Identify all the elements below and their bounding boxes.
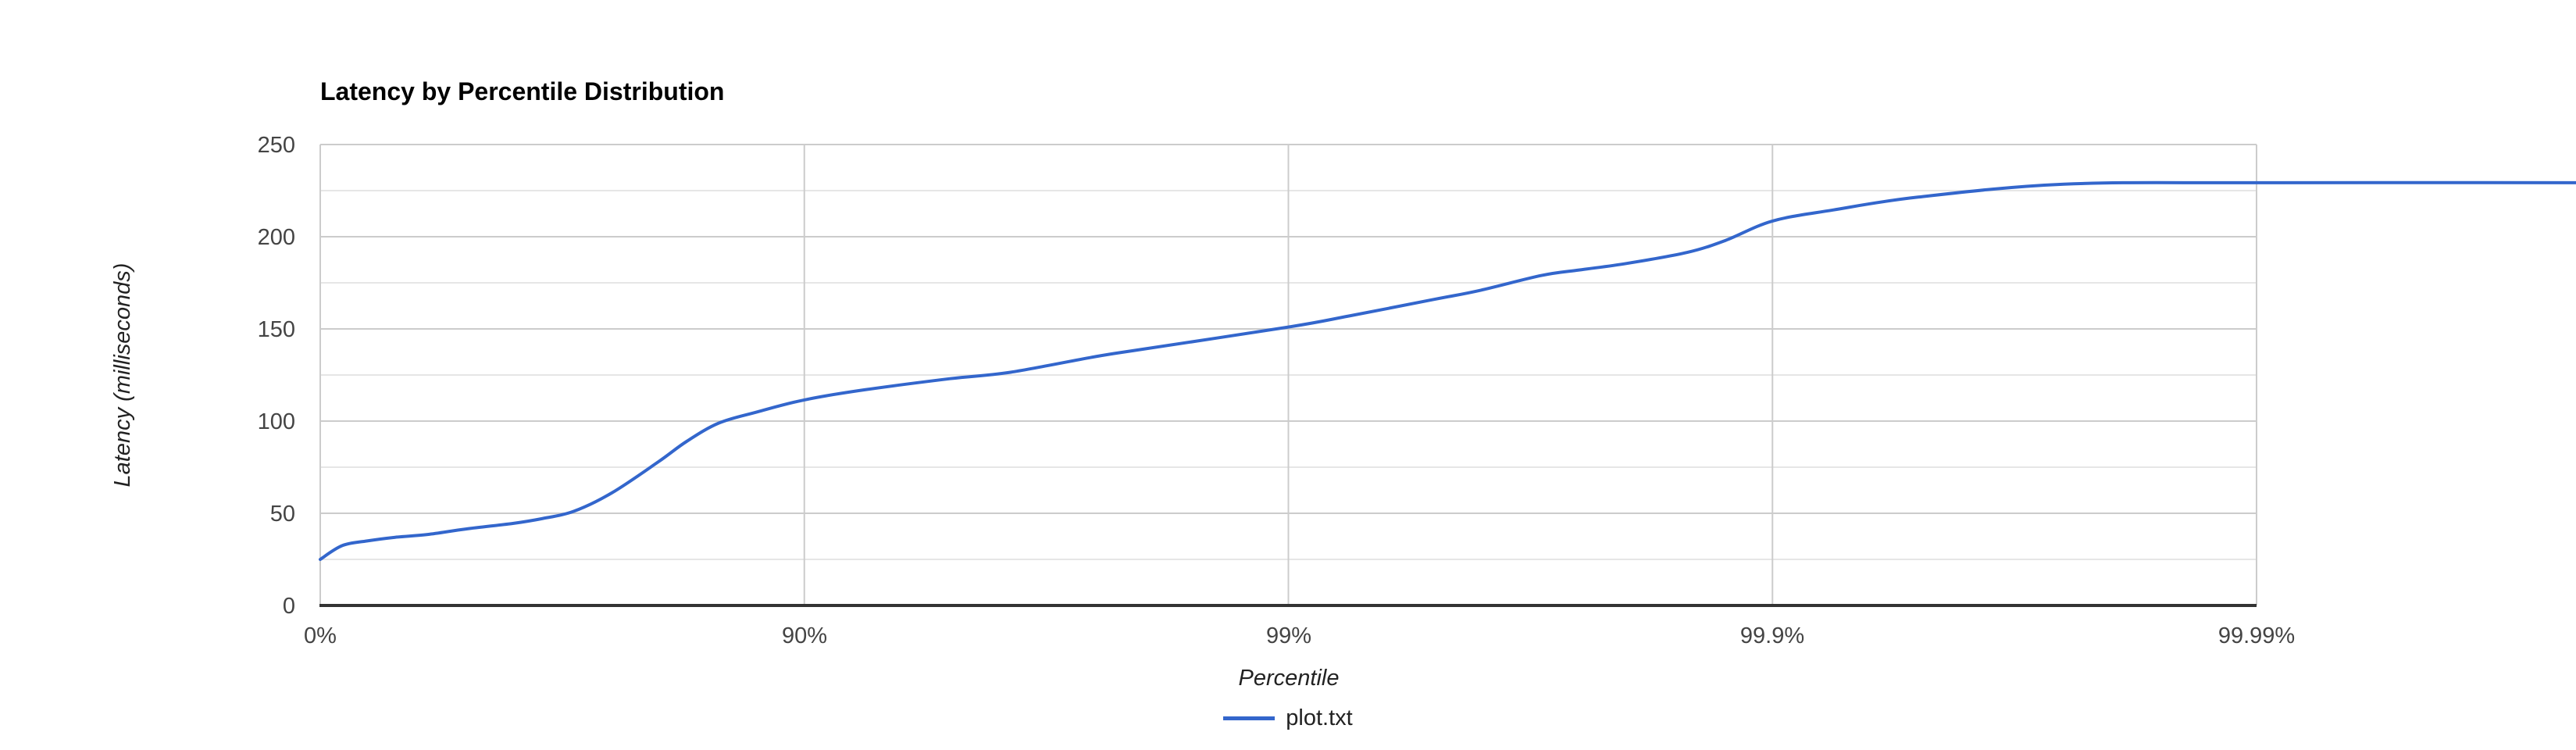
chart-title: Latency by Percentile Distribution — [320, 77, 725, 105]
x-tick-label-99pct: 99% — [1265, 623, 1312, 648]
x-tick-label-90pct: 90% — [781, 623, 828, 648]
y-tick-label-0: 0 — [282, 594, 295, 619]
y-tick-label-250: 250 — [257, 133, 295, 158]
y-tick-label-50: 50 — [269, 502, 295, 527]
legend-series-label: plot.txt — [1286, 705, 1353, 730]
x-tick-label-99-9pct: 99.9% — [1739, 623, 1805, 648]
y-tick-label-150: 150 — [257, 317, 295, 342]
x-axis-title: Percentile — [1238, 666, 1340, 691]
major-gridlines — [319, 144, 2257, 605]
series-line-plot-txt[interactable] — [319, 180, 2576, 561]
legend: plot.txt — [1093, 705, 1483, 731]
y-tick-label-100: 100 — [257, 409, 295, 434]
x-tick-label-0pct: 0% — [304, 623, 337, 648]
legend-line-swatch — [1223, 716, 1276, 720]
y-axis-title: Latency (milliseconds) — [110, 262, 135, 488]
x-tick-label-99-99pct: 99.99% — [2217, 623, 2296, 648]
y-tick-label-200: 200 — [257, 225, 295, 250]
